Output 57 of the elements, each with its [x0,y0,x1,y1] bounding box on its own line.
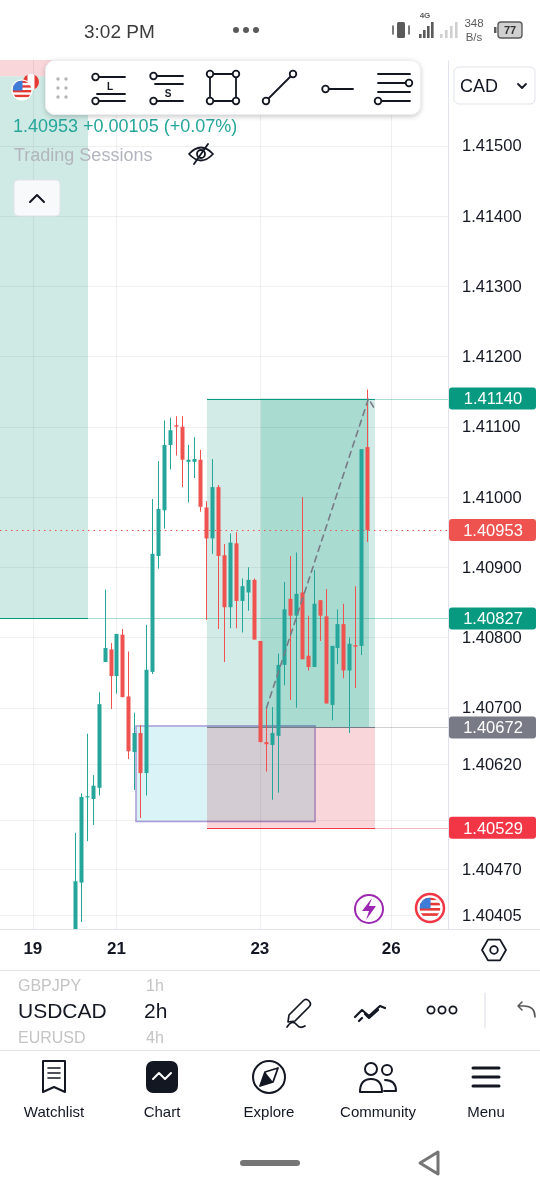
text: B/s [465,31,483,44]
y-tick-label: 1.40900 [462,557,522,576]
candlestick [353,585,358,689]
y-tick-label: 1.41100 [462,417,521,436]
x-tick-label: 26 [381,939,401,959]
text: 77 [503,24,517,37]
y-tick-label: 1.41200 [462,347,522,366]
candlestick [288,555,293,701]
candlestick [306,615,311,671]
text: Community [340,1103,417,1121]
x-tick-label: 19 [23,939,43,959]
text: 3:02 PM [84,20,155,42]
y-tick-label: 1.41500 [462,136,522,155]
text: Menu [467,1103,505,1121]
x-tick-label: 21 [107,939,126,959]
ref-line-label: 1.40827 [463,609,523,628]
ref-line-label: 1.41140 [463,389,523,408]
candlestick [103,589,108,663]
annotation: S [164,87,172,99]
text: 2h [144,999,168,1023]
candlestick [318,599,323,642]
text: 1h [146,976,164,994]
candlestick [264,707,269,773]
text: EURUSD [18,1028,86,1046]
ref-line-label: 1.40529 [463,818,523,837]
candlestick [168,417,173,471]
text: 348 [464,17,484,30]
y-tick-label: 1.40470 [462,860,522,879]
y-tick-label: 1.41000 [462,487,522,506]
candlestick [91,774,96,826]
text: USDCAD [18,999,107,1023]
y-tick-label: 1.41300 [462,276,522,295]
y-tick-label: 1.40700 [462,698,522,717]
candlestick [240,577,245,634]
candlestick [174,415,179,457]
text: GBPJPY [18,976,82,994]
candlestick [246,566,251,612]
candlestick [270,706,275,801]
text: CAD [460,76,499,97]
text: Chart [143,1103,182,1121]
ref-line-label: 1.40953 [463,520,523,539]
text: 4h [146,1028,164,1046]
annotation: L [106,80,114,92]
text: Explore [243,1103,295,1121]
y-tick-label: 1.40620 [462,754,522,773]
candlestick [192,436,197,479]
text: 4G [419,10,431,20]
ref-line-label: 1.40672 [463,718,523,737]
x-tick-label: 23 [250,939,270,959]
text: Watchlist [23,1103,85,1121]
annotation: 1.40953 +0.00105 (+0.07%) [13,116,238,137]
candlestick [294,551,299,709]
y-tick-label: 1.41400 [462,206,522,225]
candlestick [132,712,137,791]
y-tick-label: 1.40405 [462,905,522,924]
candlestick [186,444,191,504]
y-tick-label: 1.40800 [462,628,522,647]
